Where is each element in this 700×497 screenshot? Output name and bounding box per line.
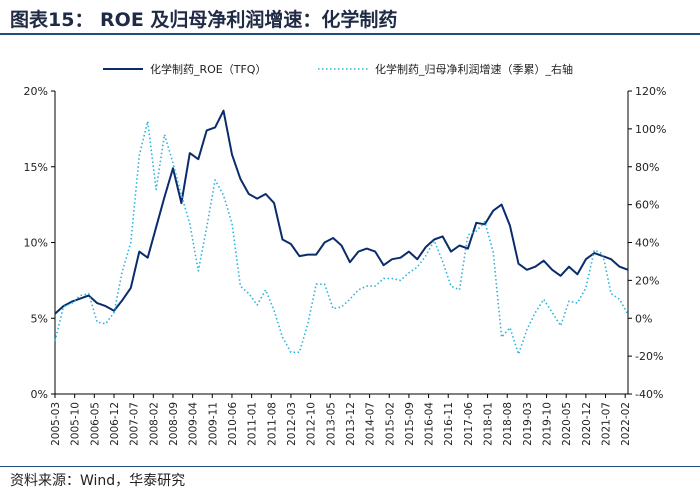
x-tick-label: 2012-10 (306, 402, 318, 446)
x-tick-label: 2018-01 (483, 402, 495, 446)
line-chart: 化学制药_ROE（TFQ） 化学制药_归母净利润增速（季累）_右轴 0% 5% 10… (24, 62, 667, 446)
x-tick-label: 2010-06 (227, 402, 239, 446)
x-tick-label: 2016-04 (424, 402, 436, 446)
source-note: 资料来源：Wind，华泰研究 (10, 473, 186, 489)
series-line-roe (54, 109, 629, 315)
x-tick-label: 2005-10 (70, 402, 82, 446)
x-tick-label: 2009-11 (207, 402, 219, 446)
y-right-tick-label: -20% (635, 350, 663, 363)
x-tick-label: 2006-05 (89, 402, 101, 446)
x-tick-label: 2012-03 (286, 402, 298, 446)
y-right-tick-label: 20% (635, 274, 659, 287)
title-divider (0, 33, 700, 35)
x-tick-label: 2020-12 (581, 402, 593, 446)
y-right-tick-label: -40% (635, 388, 663, 401)
chart-title: 图表15： ROE 及归母净利润增速：化学制药 (10, 9, 398, 31)
y-right-tick-label: 60% (635, 199, 659, 212)
x-tick-label: 2019-10 (542, 402, 554, 446)
x-tick-label: 2015-09 (404, 402, 416, 446)
y-left-tick-label: 15% (24, 161, 48, 174)
x-tick-label: 2011-08 (266, 402, 278, 446)
y-right-tick-label: 80% (635, 161, 659, 174)
x-tick-label: 2008-09 (168, 402, 180, 446)
axes: 0% 5% 10% 15% 20% -40% -20% 0% 20% 40% 60% 80% 100% 1… (24, 85, 667, 446)
x-tick-label: 2016-11 (443, 402, 455, 446)
x-tick-label: 2013-12 (345, 402, 357, 446)
x-tick-label: 2008-02 (148, 402, 160, 446)
y-right-tick-label: 40% (635, 237, 659, 250)
y-left-tick-label: 5% (31, 312, 48, 325)
x-tick-label: 2021-07 (601, 402, 613, 446)
source-divider (0, 466, 700, 467)
legend: 化学制药_ROE（TFQ） 化学制药_归母净利润增速（季累）_右轴 (103, 62, 573, 76)
x-tick-label: 2009-04 (188, 402, 200, 446)
x-tick-label: 2006-12 (109, 402, 121, 446)
x-tick-label: 2015-02 (384, 402, 396, 446)
x-tick-label: 2020-05 (561, 402, 573, 446)
x-tick-label: 2014-07 (365, 402, 377, 446)
x-tick-label: 2013-05 (325, 402, 337, 446)
y-left-tick-label: 20% (24, 85, 48, 98)
y-right-tick-label: 100% (635, 123, 666, 136)
x-tick-label: 2017-06 (463, 402, 475, 446)
x-tick-label: 2005-03 (50, 402, 62, 446)
y-left-tick-label: 10% (24, 237, 48, 250)
x-tick-label: 2018-08 (502, 402, 514, 446)
x-tick-label: 2019-03 (522, 402, 534, 446)
x-tick-label: 2022-02 (620, 402, 632, 446)
y-right-tick-label: 120% (635, 85, 666, 98)
series-line-growth (54, 120, 629, 356)
legend-label-roe: 化学制药_ROE（TFQ） (150, 62, 266, 76)
x-tick-label: 2007-07 (129, 402, 141, 446)
x-tick-label: 2011-01 (247, 402, 259, 446)
y-left-tick-label: 0% (31, 388, 48, 401)
series-layer (54, 109, 629, 356)
y-right-tick-label: 0% (635, 312, 652, 325)
legend-label-growth: 化学制药_归母净利润增速（季累）_右轴 (375, 62, 573, 76)
